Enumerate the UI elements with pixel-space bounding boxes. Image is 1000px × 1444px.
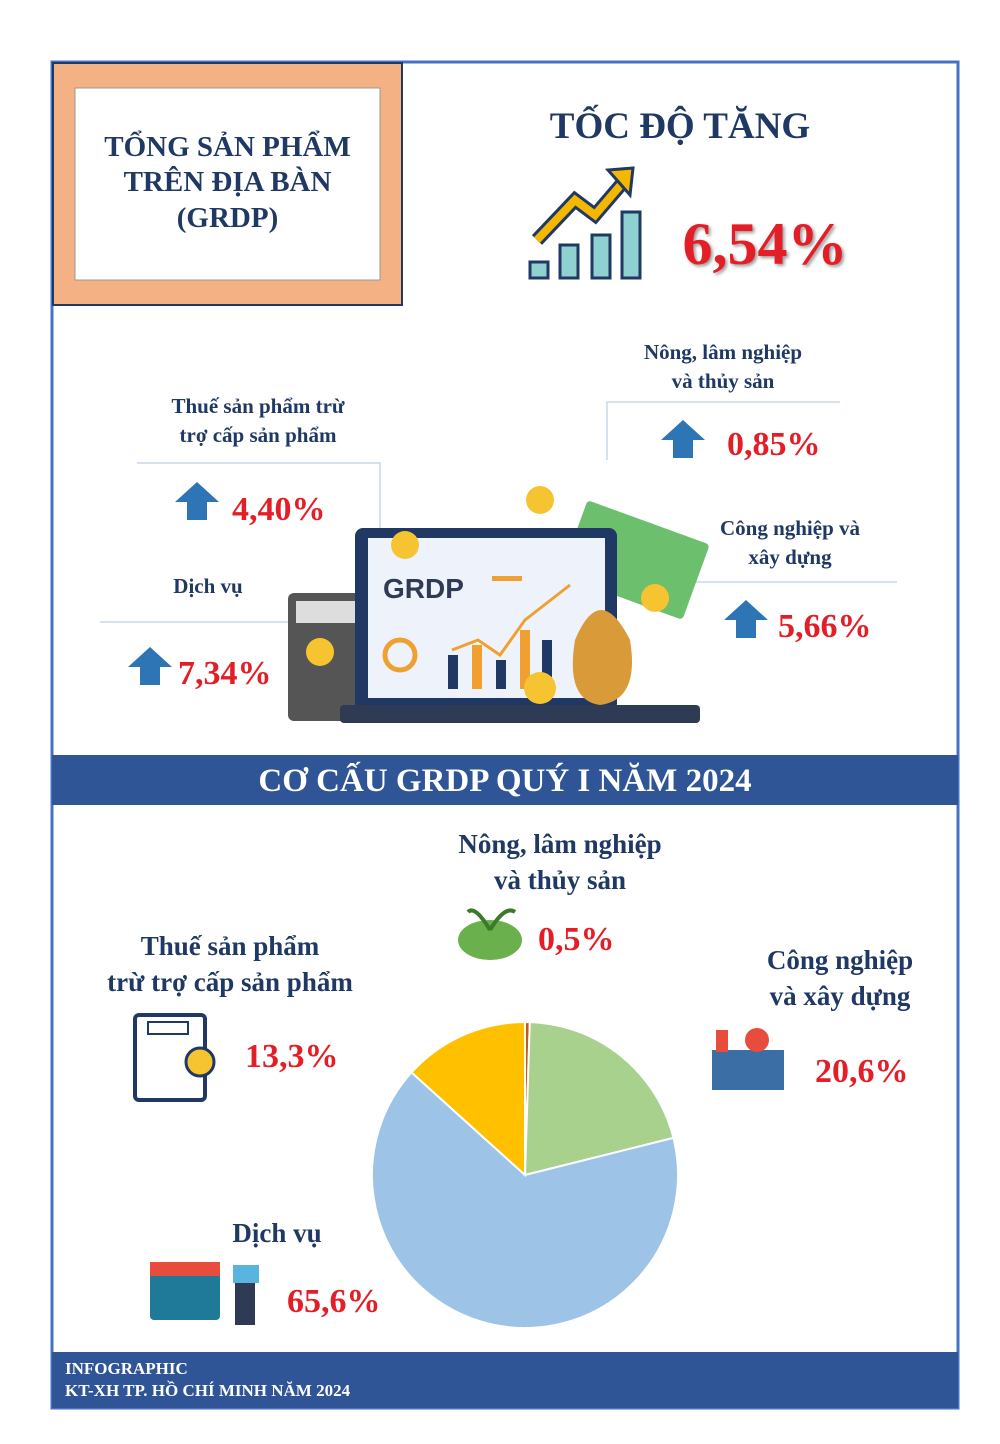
pie-label: Dịch vụ <box>232 1218 322 1248</box>
sector-label: Công nghiệp và xây dựng <box>719 516 861 570</box>
sector-value: 7,34% <box>178 655 272 692</box>
up-arrow <box>175 482 219 520</box>
up-arrow <box>724 600 768 638</box>
connector-lines <box>100 401 897 623</box>
section-banner <box>52 755 958 805</box>
growth-icon <box>528 166 642 280</box>
illustration <box>288 486 709 723</box>
chart-title: CƠ CẤU GRDP QUÝ I NĂM 2024 <box>258 763 752 799</box>
pie-value-label: 13,3% <box>245 1038 339 1075</box>
pie-label: Công nghiệp và xây dựng <box>766 945 914 1012</box>
pie-value-label: 20,6% <box>815 1053 909 1090</box>
pie-slice <box>523 1021 675 1177</box>
sector-label: Thuế sản phẩm trừ trợ cấp sản phẩm <box>171 394 345 448</box>
pie-slice <box>371 1070 679 1329</box>
footer-line: INFOGRAPHIC <box>65 1359 188 1378</box>
growth-value: 6,54% <box>682 211 848 277</box>
sector-value: 5,66% <box>778 608 872 645</box>
sector-value: 4,40% <box>232 491 326 528</box>
icons <box>133 908 784 1325</box>
pie-label: Nông, lâm nghiệp và thủy sản <box>458 829 662 896</box>
sector-label: Nông, lâm nghiệp và thủy sản <box>643 340 803 394</box>
up-arrow <box>128 647 172 685</box>
pie-label: Thuế sản phẩm trừ trợ cấp sản phẩm <box>107 931 353 998</box>
growth-title: TỐC ĐỘ TĂNG <box>549 106 811 147</box>
sector-label: Dịch vụ <box>173 574 243 598</box>
title-inner <box>74 87 381 281</box>
footer-band <box>52 1352 958 1408</box>
pie-slice <box>410 1020 526 1178</box>
pie-value-label: 65,6% <box>287 1283 381 1320</box>
pie-value-label: 0,5% <box>538 921 615 958</box>
screen-text: GRDP <box>383 573 464 604</box>
sector-value: 0,85% <box>727 426 821 463</box>
footer-line: KT-XH TP. HỒ CHÍ MINH NĂM 2024 <box>65 1381 351 1400</box>
title: TỔNG SẢN PHẨM TRÊN ĐỊA BÀN (GRDP) <box>104 131 351 234</box>
up-arrow <box>661 420 705 458</box>
